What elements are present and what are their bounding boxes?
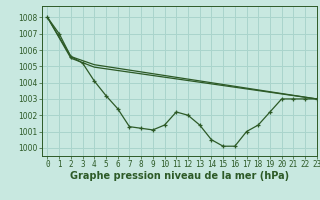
X-axis label: Graphe pression niveau de la mer (hPa): Graphe pression niveau de la mer (hPa) xyxy=(70,171,289,181)
